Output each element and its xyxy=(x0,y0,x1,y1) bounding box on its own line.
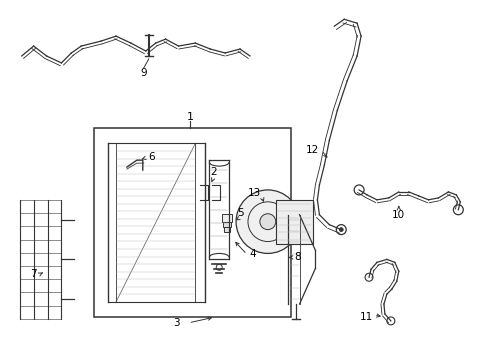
Text: 4: 4 xyxy=(249,249,256,260)
Text: 1: 1 xyxy=(186,112,194,122)
Text: 2: 2 xyxy=(209,167,216,177)
Text: 12: 12 xyxy=(305,145,319,155)
Circle shape xyxy=(259,214,275,230)
Circle shape xyxy=(339,228,343,231)
Bar xyxy=(224,227,230,231)
Text: 3: 3 xyxy=(173,318,180,328)
Text: 6: 6 xyxy=(148,152,155,162)
Bar xyxy=(275,200,313,243)
Text: 5: 5 xyxy=(236,208,243,218)
Text: 7: 7 xyxy=(30,269,37,279)
Text: 11: 11 xyxy=(359,312,372,322)
Text: 13: 13 xyxy=(248,188,261,198)
Circle shape xyxy=(236,190,299,253)
Text: 10: 10 xyxy=(391,210,405,220)
Bar xyxy=(94,129,290,317)
Text: 9: 9 xyxy=(140,68,147,78)
Text: 8: 8 xyxy=(294,252,300,262)
Bar xyxy=(223,222,231,227)
Bar xyxy=(222,214,232,222)
